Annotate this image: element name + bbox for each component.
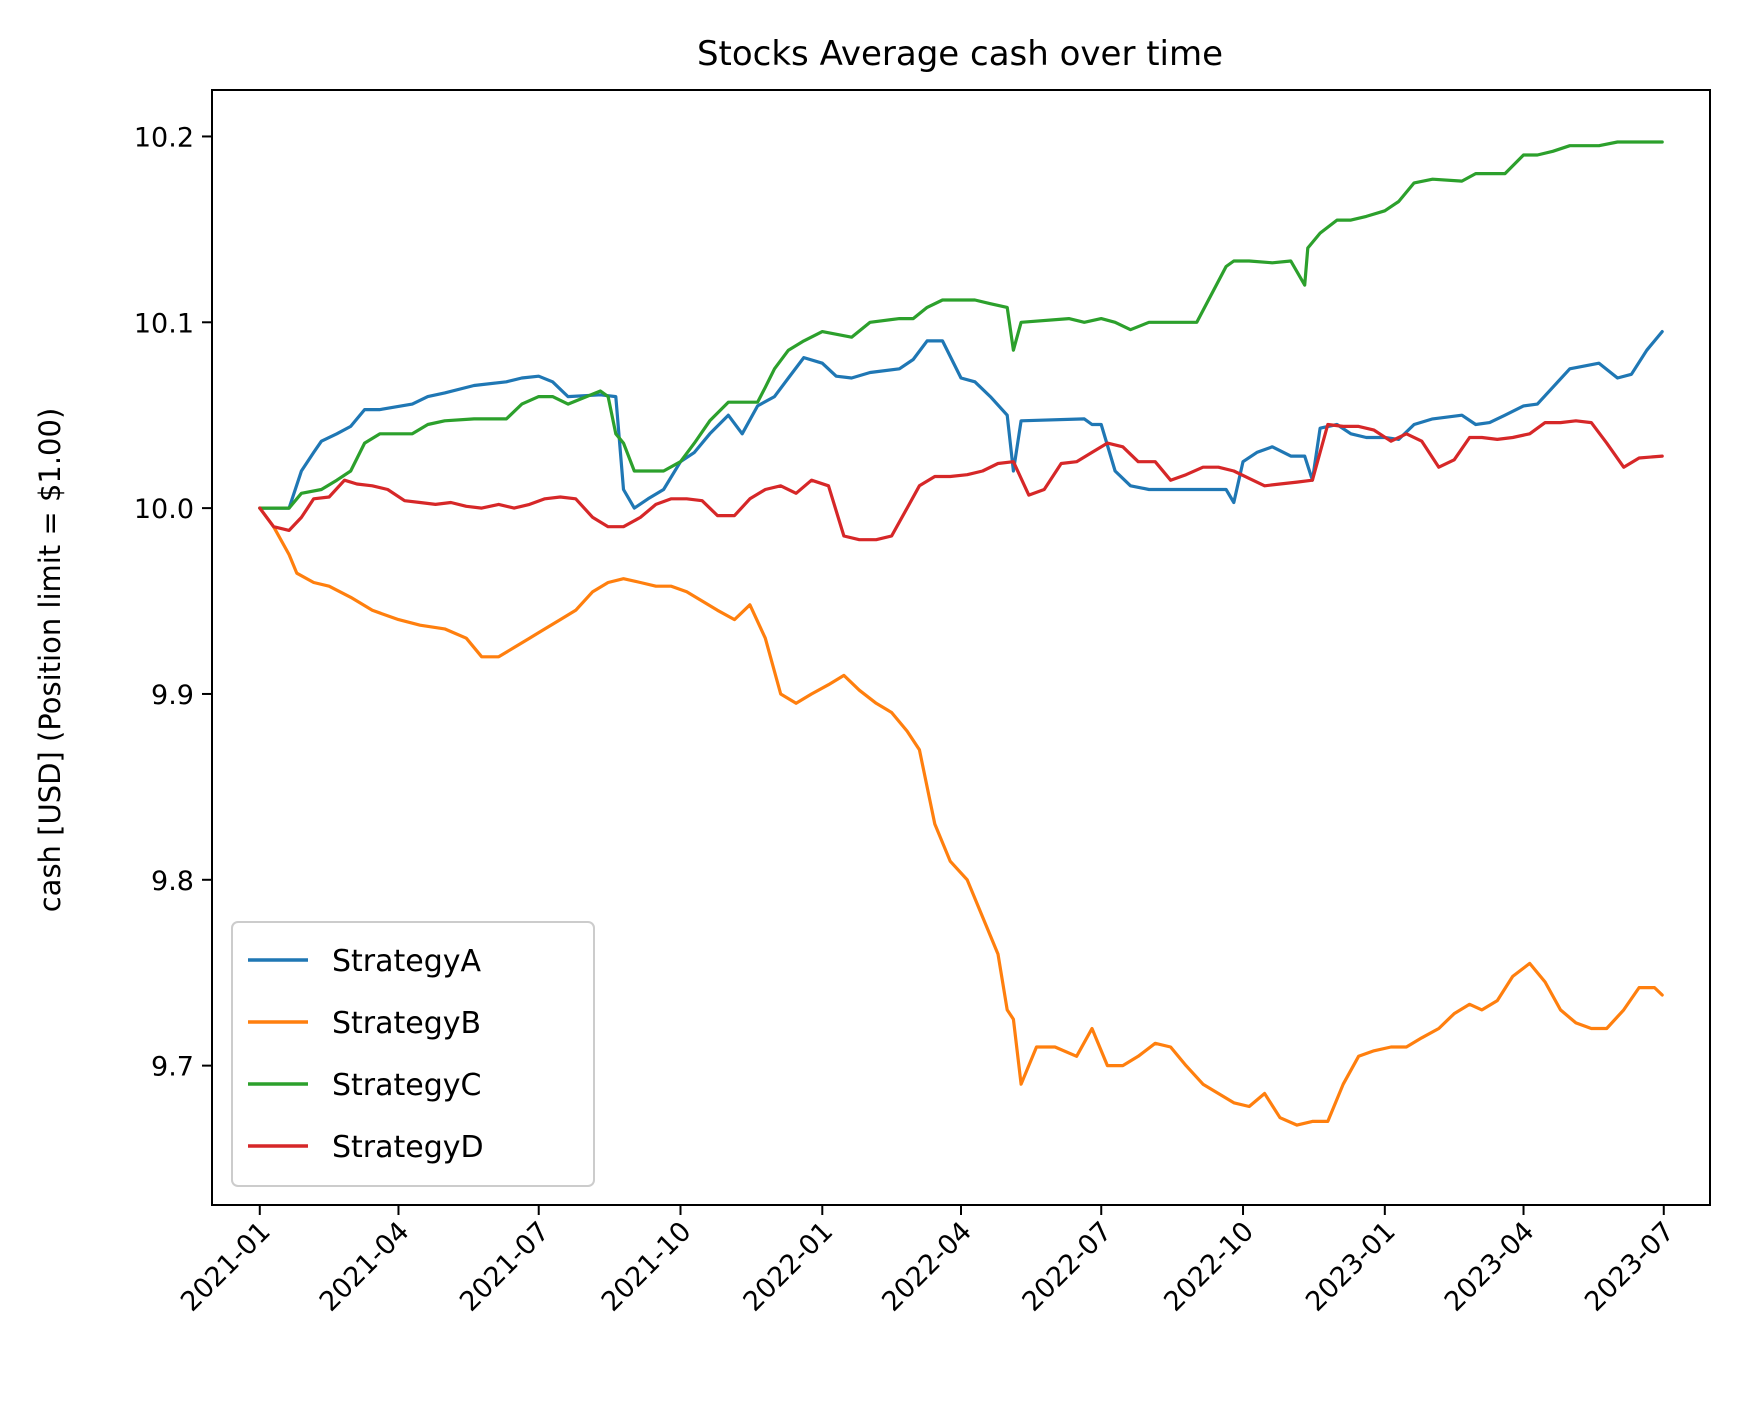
y-axis: 9.7 9.8 9.9 10.0 10.1 10.2 — [134, 122, 212, 1083]
series-line-StrategyC — [258, 140, 1664, 510]
y-tick-label: 10.0 — [134, 494, 194, 525]
legend-label: StrategyA — [332, 944, 482, 979]
y-tick-label: 10.1 — [134, 308, 194, 339]
y-tick-label: 10.2 — [134, 122, 194, 153]
y-tick-label: 9.9 — [151, 680, 194, 711]
legend-box — [231, 921, 595, 1187]
series-line-StrategyD — [258, 419, 1664, 542]
y-tick-label: 9.8 — [151, 866, 194, 897]
series-line-StrategyB — [258, 506, 1664, 1127]
y-tick-label: 9.7 — [151, 1052, 194, 1083]
plot-area — [258, 140, 1664, 1127]
chart-title: Stocks Average cash over time — [697, 34, 1223, 74]
legend-label: StrategyB — [332, 1006, 481, 1041]
series-layer — [258, 140, 1664, 1127]
legend-label: StrategyC — [332, 1068, 482, 1103]
y-axis-label: cash [USD] (Position limit = $1.00) — [33, 408, 67, 913]
legend-label: StrategyD — [332, 1130, 484, 1165]
legend: StrategyA StrategyB StrategyC StrategyD — [231, 921, 595, 1187]
series-line-StrategyA — [258, 330, 1664, 510]
